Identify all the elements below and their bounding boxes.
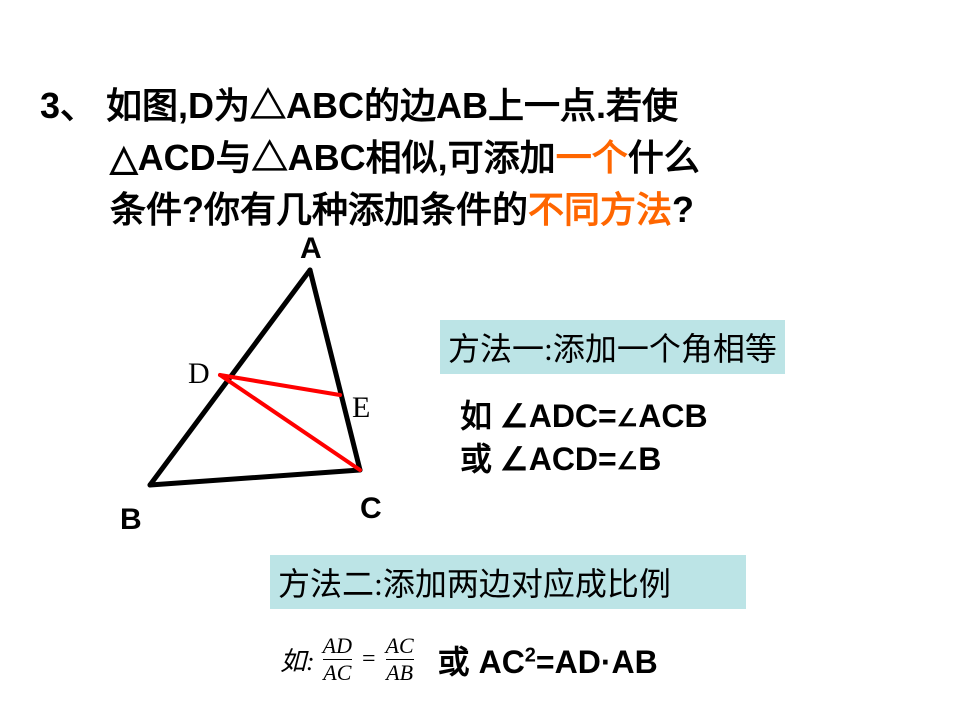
vertex-B: B [120,503,142,537]
problem-line-1: 3、 如图,D为△ABC的边AB上一点.若使 [40,80,920,132]
problem-line-2: △ACD与△ABC相似,可添加一个什么 [110,132,920,184]
fraction-2: AC AB [386,635,414,684]
example-1: 如 ∠ADC=∠ACB [460,395,708,438]
vertex-C: C [360,492,382,526]
method-1-examples: 如 ∠ADC=∠ACB 或 ∠ACD=∠B [460,395,708,481]
vertex-A: A [300,232,322,266]
or-alternative: 或 AC2=AD·AB [438,637,658,683]
line1-text: 如图,D为△ABC的边AB上一点.若使 [106,85,678,126]
highlight-one: 一个 [556,137,628,178]
example-2: 或 ∠ACD=∠B [460,438,708,481]
method-2-formula: 如: AD AC = AC AB 或 AC2=AD·AB [280,635,658,684]
vertex-E: E [352,391,370,425]
triangle-diagram: A B C D E [120,250,420,550]
problem-statement: 3、 如图,D为△ABC的边AB上一点.若使 △ACD与△ABC相似,可添加一个… [40,80,920,237]
equals-sign: = [362,646,376,673]
method-1-box: 方法一:添加一个角相等 [440,320,785,374]
fraction-1: AD AC [323,635,352,684]
vertex-D: D [188,357,210,391]
highlight-methods: 不同方法 [528,189,672,230]
method-2-box: 方法二:添加两边对应成比例 [270,555,746,609]
formula-prefix: 如: [280,641,315,678]
problem-number: 3、 [40,85,96,126]
problem-line-3: 条件?你有几种添加条件的不同方法? [110,184,920,236]
